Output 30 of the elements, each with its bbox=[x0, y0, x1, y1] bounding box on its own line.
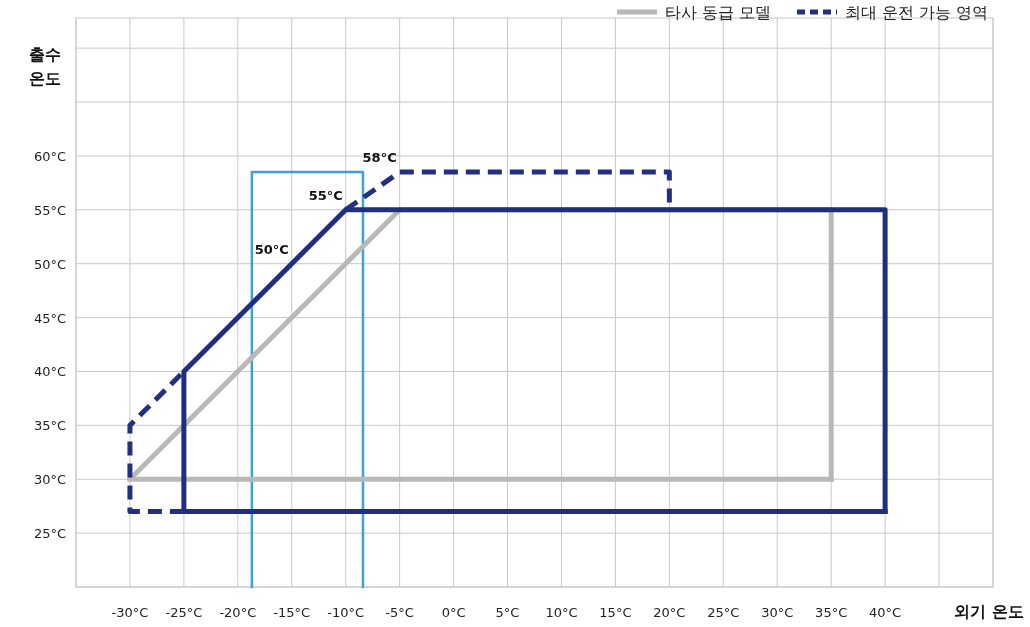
x-axis-title: 외기 온도 bbox=[954, 602, 1024, 621]
x-tick-label: 30°C bbox=[761, 605, 794, 620]
legend-label: 타사 동급 모델 bbox=[665, 3, 772, 22]
x-tick-label: -15°C bbox=[273, 605, 311, 620]
x-tick-label: -5°C bbox=[385, 605, 414, 620]
x-tick-label: 0°C bbox=[441, 605, 466, 620]
y-tick-label: 55°C bbox=[33, 202, 66, 218]
x-tick-label: -25°C bbox=[165, 605, 203, 620]
y-tick-label: 30°C bbox=[33, 472, 66, 488]
annotation: 58°C bbox=[362, 150, 397, 166]
x-tick-label: -30°C bbox=[111, 605, 149, 620]
y-tick-label: 45°C bbox=[33, 310, 66, 326]
y-tick-label: 50°C bbox=[33, 256, 66, 272]
annotation: 50°C bbox=[254, 241, 289, 257]
x-tick-label: -10°C bbox=[327, 605, 365, 620]
x-tick-label: 5°C bbox=[495, 605, 520, 620]
x-tick-label: 15°C bbox=[599, 605, 632, 620]
y-axis-title: 출수 온도 bbox=[29, 45, 61, 88]
y-tick-label: 35°C bbox=[33, 418, 66, 434]
y-tick-label: 25°C bbox=[33, 526, 66, 542]
x-tick-label: 25°C bbox=[707, 605, 740, 620]
y-tick-label: 60°C bbox=[33, 148, 66, 164]
x-tick-label: -20°C bbox=[219, 605, 257, 620]
y-tick-label: 40°C bbox=[33, 364, 66, 380]
legend-label: 최대 운전 가능 영역 bbox=[845, 3, 989, 22]
x-tick-label: 20°C bbox=[653, 605, 686, 620]
x-tick-label: 10°C bbox=[545, 605, 578, 620]
x-tick-label: 35°C bbox=[815, 605, 848, 620]
annotation: 55°C bbox=[308, 187, 343, 203]
x-tick-label: 40°C bbox=[869, 605, 902, 620]
